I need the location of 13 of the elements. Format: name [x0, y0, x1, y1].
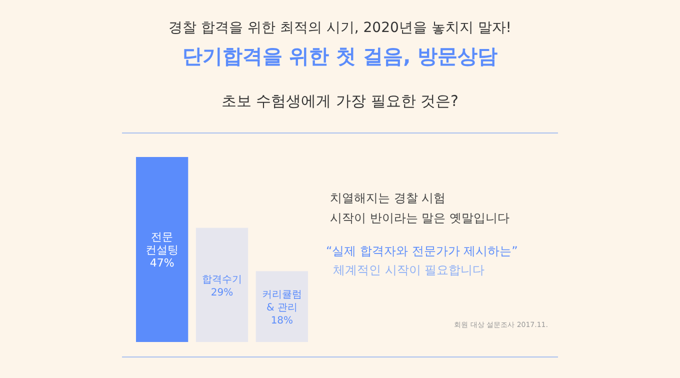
chart-subtitle: 단기합격을 위한 첫 걸음, 방문상담 — [182, 44, 498, 68]
text: 경찰 합격을 위한 최적의 시기, 2020년을 놓치지 말자! — [168, 20, 512, 36]
text: “실제 합격자와 전문가가 제시하는” — [326, 244, 518, 258]
data-label: 47% — [150, 256, 174, 270]
x-tick-label: 전문 컨설팅 — [146, 230, 179, 256]
text: 초보 수험생에게 가장 필요한 것은? — [221, 92, 459, 110]
x-tick-label: 커리큘럼 & 관리 — [262, 290, 302, 314]
text: 체계적인 시작이 필요합니다 — [333, 263, 485, 277]
data-label: 18% — [270, 316, 294, 327]
text: 시작이 반이라는 말은 옛말입니다 — [330, 211, 510, 225]
x-tick-label: 합격수기 — [202, 274, 242, 286]
text: 치열해지는 경찰 시험 — [330, 191, 446, 205]
data-label: 29% — [210, 287, 234, 298]
